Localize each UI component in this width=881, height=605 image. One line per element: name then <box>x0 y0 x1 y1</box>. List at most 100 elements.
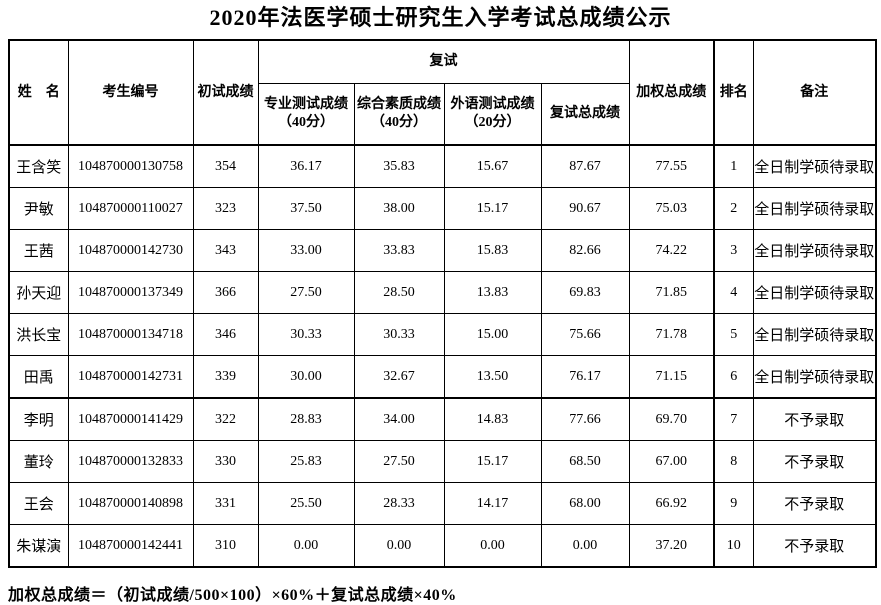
cell-rank: 2 <box>713 187 754 230</box>
cell-note: 全日制学硕待录取 <box>752 229 877 272</box>
cell-professional-score: 33.00 <box>257 229 355 272</box>
cell-reexam-total: 77.66 <box>540 397 630 441</box>
cell-professional-score: 0.00 <box>257 524 355 568</box>
cell-comprehensive-score: 27.50 <box>353 440 445 483</box>
cell-foreign-language-score: 0.00 <box>443 524 542 568</box>
cell-note: 全日制学硕待录取 <box>752 313 877 356</box>
cell-comprehensive-score: 38.00 <box>353 187 445 230</box>
cell-name: 尹敏 <box>8 187 69 230</box>
col-header-name: 姓 名 <box>8 39 69 146</box>
cell-name: 王含笑 <box>8 144 69 188</box>
cell-name: 孙天迎 <box>8 271 69 314</box>
cell-note: 不予录取 <box>752 440 877 483</box>
table-row: 尹敏 104870000110027 323 37.50 38.00 15.17… <box>8 187 877 230</box>
cell-candidate-id: 104870000130758 <box>67 144 194 188</box>
cell-initial-score: 339 <box>192 355 259 399</box>
cell-initial-score: 366 <box>192 271 259 314</box>
cell-foreign-language-score: 15.83 <box>443 229 542 272</box>
cell-initial-score: 323 <box>192 187 259 230</box>
cell-professional-score: 27.50 <box>257 271 355 314</box>
cell-initial-score: 330 <box>192 440 259 483</box>
cell-candidate-id: 104870000142731 <box>67 355 194 399</box>
cell-foreign-language-score: 15.00 <box>443 313 542 356</box>
cell-comprehensive-score: 34.00 <box>353 397 445 441</box>
col-header-comprehensive-score: 综合素质成绩 （40分） <box>353 83 445 146</box>
cell-comprehensive-score: 35.83 <box>353 144 445 188</box>
cell-rank: 9 <box>713 482 754 525</box>
table-row: 董玲 104870000132833 330 25.83 27.50 15.17… <box>8 440 877 483</box>
table-row: 孙天迎 104870000137349 366 27.50 28.50 13.8… <box>8 271 877 314</box>
cell-reexam-total: 68.00 <box>540 482 630 525</box>
cell-candidate-id: 104870000132833 <box>67 440 194 483</box>
col-header-reexam-group: 复试 <box>257 39 630 84</box>
cell-comprehensive-score: 0.00 <box>353 524 445 568</box>
cell-note: 全日制学硕待录取 <box>752 271 877 314</box>
col-header-rank: 排名 <box>713 39 754 146</box>
cell-name: 董玲 <box>8 440 69 483</box>
col-header-foreign-language-score: 外语测试成绩 （20分） <box>443 83 542 146</box>
cell-weighted-total: 71.78 <box>628 313 715 356</box>
cell-note: 全日制学硕待录取 <box>752 187 877 230</box>
table-row: 洪长宝 104870000134718 346 30.33 30.33 15.0… <box>8 313 877 356</box>
cell-name: 李明 <box>8 397 69 441</box>
cell-comprehensive-score: 28.50 <box>353 271 445 314</box>
cell-initial-score: 354 <box>192 144 259 188</box>
cell-name: 王茜 <box>8 229 69 272</box>
cell-rank: 10 <box>713 524 754 568</box>
cell-reexam-total: 82.66 <box>540 229 630 272</box>
cell-initial-score: 343 <box>192 229 259 272</box>
header-row-top: 姓 名 考生编号 初试成绩 复试 加权总成绩 排名 备注 <box>8 39 877 146</box>
cell-weighted-total: 69.70 <box>628 397 715 441</box>
cell-weighted-total: 74.22 <box>628 229 715 272</box>
cell-reexam-total: 0.00 <box>540 524 630 568</box>
cell-candidate-id: 104870000110027 <box>67 187 194 230</box>
cell-professional-score: 36.17 <box>257 144 355 188</box>
cell-professional-score: 30.33 <box>257 313 355 356</box>
cell-reexam-total: 90.67 <box>540 187 630 230</box>
cell-weighted-total: 66.92 <box>628 482 715 525</box>
cell-rank: 7 <box>713 397 754 441</box>
cell-note: 全日制学硕待录取 <box>752 355 877 399</box>
page-title: 2020年法医学硕士研究生入学考试总成绩公示 <box>209 5 672 30</box>
col-header-weighted-total: 加权总成绩 <box>628 39 715 146</box>
cell-reexam-total: 68.50 <box>540 440 630 483</box>
cell-candidate-id: 104870000140898 <box>67 482 194 525</box>
cell-professional-score: 37.50 <box>257 187 355 230</box>
cell-name: 朱谋演 <box>8 524 69 568</box>
cell-rank: 4 <box>713 271 754 314</box>
cell-reexam-total: 76.17 <box>540 355 630 399</box>
cell-weighted-total: 71.85 <box>628 271 715 314</box>
cell-rank: 5 <box>713 313 754 356</box>
cell-note: 不予录取 <box>752 397 877 441</box>
cell-reexam-total: 75.66 <box>540 313 630 356</box>
col-header-candidate-id: 考生编号 <box>67 39 194 146</box>
table-body: 王含笑 104870000130758 354 36.17 35.83 15.6… <box>8 144 877 568</box>
cell-rank: 8 <box>713 440 754 483</box>
cell-initial-score: 322 <box>192 397 259 441</box>
cell-candidate-id: 104870000141429 <box>67 397 194 441</box>
cell-foreign-language-score: 15.67 <box>443 144 542 188</box>
cell-weighted-total: 75.03 <box>628 187 715 230</box>
cell-candidate-id: 104870000134718 <box>67 313 194 356</box>
cell-foreign-language-score: 15.17 <box>443 440 542 483</box>
table-row: 王茜 104870000142730 343 33.00 33.83 15.83… <box>8 229 877 272</box>
cell-professional-score: 30.00 <box>257 355 355 399</box>
col-header-initial-score: 初试成绩 <box>192 39 259 146</box>
table-row: 李明 104870000141429 322 28.83 34.00 14.83… <box>8 397 877 441</box>
cell-professional-score: 25.83 <box>257 440 355 483</box>
score-table: 姓 名 考生编号 初试成绩 复试 加权总成绩 排名 备注 专业测试成绩 （40分… <box>8 39 877 568</box>
cell-professional-score: 28.83 <box>257 397 355 441</box>
col-header-reexam-total: 复试总成绩 <box>540 83 630 146</box>
cell-initial-score: 331 <box>192 482 259 525</box>
header-row-sub: 专业测试成绩 （40分） 综合素质成绩 （40分） 外语测试成绩 （20分） 复… <box>9 83 876 146</box>
cell-weighted-total: 71.15 <box>628 355 715 399</box>
cell-rank: 6 <box>713 355 754 399</box>
cell-comprehensive-score: 32.67 <box>353 355 445 399</box>
table-row: 田禹 104870000142731 339 30.00 32.67 13.50… <box>8 355 877 399</box>
cell-comprehensive-score: 33.83 <box>353 229 445 272</box>
cell-reexam-total: 69.83 <box>540 271 630 314</box>
cell-foreign-language-score: 15.17 <box>443 187 542 230</box>
cell-weighted-total: 37.20 <box>628 524 715 568</box>
cell-foreign-language-score: 13.83 <box>443 271 542 314</box>
cell-candidate-id: 104870000142730 <box>67 229 194 272</box>
